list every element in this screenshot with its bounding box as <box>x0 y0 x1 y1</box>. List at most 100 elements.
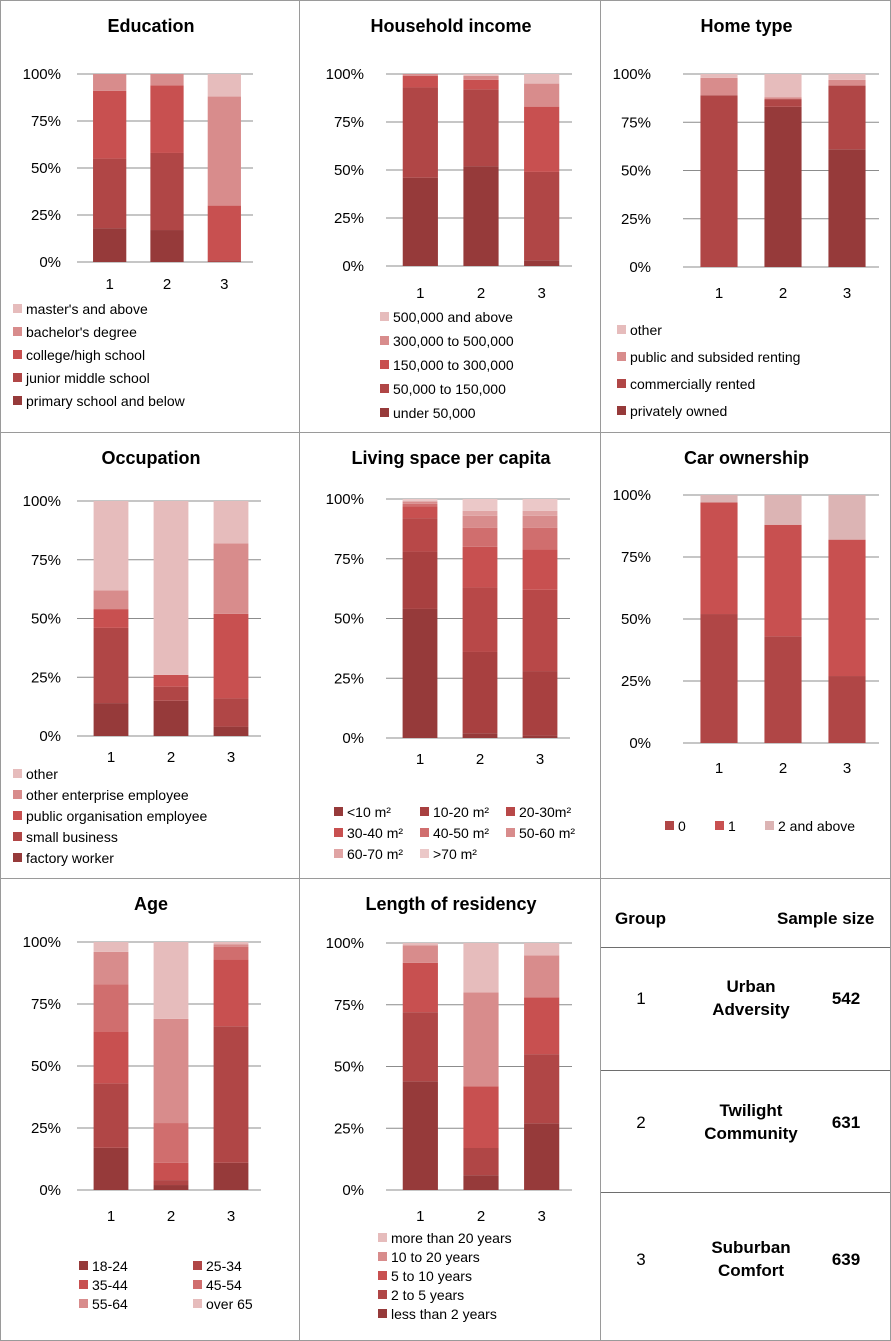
bar-segment <box>213 501 249 544</box>
bar-segment <box>213 944 249 947</box>
x-tick-label: 1 <box>715 760 723 777</box>
legend-label: 1 <box>728 818 736 834</box>
x-tick-label: 2 <box>167 749 175 766</box>
x-tick-label: 2 <box>779 285 787 302</box>
y-tick-label: 50% <box>31 611 61 628</box>
bar-segment <box>402 962 438 1013</box>
table-cell-group: 3 <box>636 1250 646 1269</box>
bar-segment <box>207 96 241 206</box>
bar-segment <box>153 501 189 675</box>
bar-segment <box>213 698 249 727</box>
name-line: Community <box>704 1124 798 1143</box>
legend-swatch <box>378 1290 387 1299</box>
bar-segment <box>150 85 184 153</box>
legend-swatch <box>765 821 774 830</box>
bar-segment <box>700 95 738 267</box>
panel-education: Education 0% 25% 50% 75% 100% 1 2 3 master's and … <box>0 0 300 433</box>
bar-segment <box>522 735 558 738</box>
x-tick-label: 1 <box>107 749 115 766</box>
x-tick-label: 3 <box>227 749 235 766</box>
bar-segment <box>463 943 499 993</box>
bar-segment <box>764 636 802 743</box>
legend-swatch <box>13 853 22 862</box>
bar-segment <box>153 1162 189 1181</box>
table-cell-size: 631 <box>831 1113 861 1132</box>
y-tick-label: 50% <box>334 611 364 628</box>
bar-segment <box>153 686 189 701</box>
bar-segment <box>828 495 866 540</box>
chart-education: Education 0% 25% 50% 75% 100% 1 2 3 master's and … <box>13 16 253 409</box>
bar-segment <box>402 499 438 502</box>
y-tick-label: 0% <box>342 1182 364 1199</box>
legend-swatch <box>193 1280 202 1289</box>
bar-segment <box>402 501 438 504</box>
chart-age: Age 0% 25% 50% 75% 100% 1 2 3 18-24 25-34 35-44 45-5… <box>23 894 261 1312</box>
bar-segment <box>463 75 499 80</box>
legend-swatch <box>13 396 22 405</box>
name-line: Suburban <box>711 1238 791 1257</box>
legend-swatch <box>334 849 343 858</box>
bar-segment <box>153 674 189 687</box>
y-tick-label: 25% <box>31 207 61 224</box>
bar-segment <box>524 955 560 998</box>
legend-swatch <box>378 1233 387 1242</box>
bar-segment <box>524 997 560 1055</box>
legend-swatch <box>506 828 515 837</box>
table-cell-size: 639 <box>831 1250 861 1269</box>
y-tick-label: 25% <box>621 673 651 690</box>
legend-swatch <box>617 352 626 361</box>
bar-segment <box>213 613 249 699</box>
bar-segment <box>522 515 558 528</box>
y-tick-label: 100% <box>326 935 364 952</box>
bar-segment <box>764 99 802 107</box>
y-tick-label: 25% <box>31 1120 61 1137</box>
bar-segment <box>524 260 560 266</box>
y-tick-label: 0% <box>629 259 651 276</box>
bar-segment <box>93 942 129 952</box>
legend-label: 18-24 <box>92 1258 128 1274</box>
chart-title: Education <box>107 16 194 36</box>
bar-segment <box>153 1185 189 1190</box>
x-tick-label: 1 <box>416 751 424 768</box>
y-tick-label: 75% <box>621 114 651 131</box>
y-tick-label: 100% <box>326 491 364 508</box>
bar-segment <box>93 74 127 91</box>
table-divider <box>601 1070 890 1071</box>
bar-segment <box>463 1175 499 1190</box>
legend-label: public organisation employee <box>26 808 208 824</box>
bar-segment <box>764 495 802 525</box>
legend-label: small business <box>26 829 118 845</box>
legend-label: factory worker <box>26 850 114 866</box>
legend-label: >70 m² <box>433 846 477 862</box>
y-tick-label: 0% <box>39 254 61 271</box>
bar-segment <box>522 549 558 590</box>
legend-swatch <box>13 811 22 820</box>
y-tick-label: 50% <box>31 1058 61 1075</box>
chart-title: Car ownership <box>684 448 809 468</box>
bar-segment <box>522 589 558 672</box>
y-tick-label: 75% <box>621 549 651 566</box>
x-tick-label: 3 <box>537 1208 545 1225</box>
bar-segment <box>462 733 498 738</box>
bar-segment <box>463 74 499 76</box>
bar-segment <box>462 527 498 547</box>
bar-segment <box>153 1018 189 1124</box>
y-tick-label: 25% <box>621 211 651 228</box>
bar-segment <box>213 959 249 1027</box>
legend-swatch <box>506 807 515 816</box>
bar-segment <box>402 943 438 946</box>
bar-segment <box>93 984 129 1032</box>
bar-segment <box>213 726 249 736</box>
bar-segment <box>524 1123 560 1190</box>
y-tick-label: 75% <box>31 113 61 130</box>
bar-segment <box>207 205 241 261</box>
legend-swatch <box>13 327 22 336</box>
table-cell-name: Urban Adversity <box>681 975 821 1021</box>
bar-segment <box>402 518 438 552</box>
legend-label: 35-44 <box>92 1277 128 1293</box>
bar-segment <box>207 74 241 97</box>
bar-segment <box>402 1081 438 1190</box>
y-tick-label: 0% <box>342 258 364 275</box>
panel-age: Age 0% 25% 50% 75% 100% 1 2 3 18-24 25-34 35-44 45-5… <box>0 878 300 1341</box>
bar-segment <box>402 503 438 507</box>
